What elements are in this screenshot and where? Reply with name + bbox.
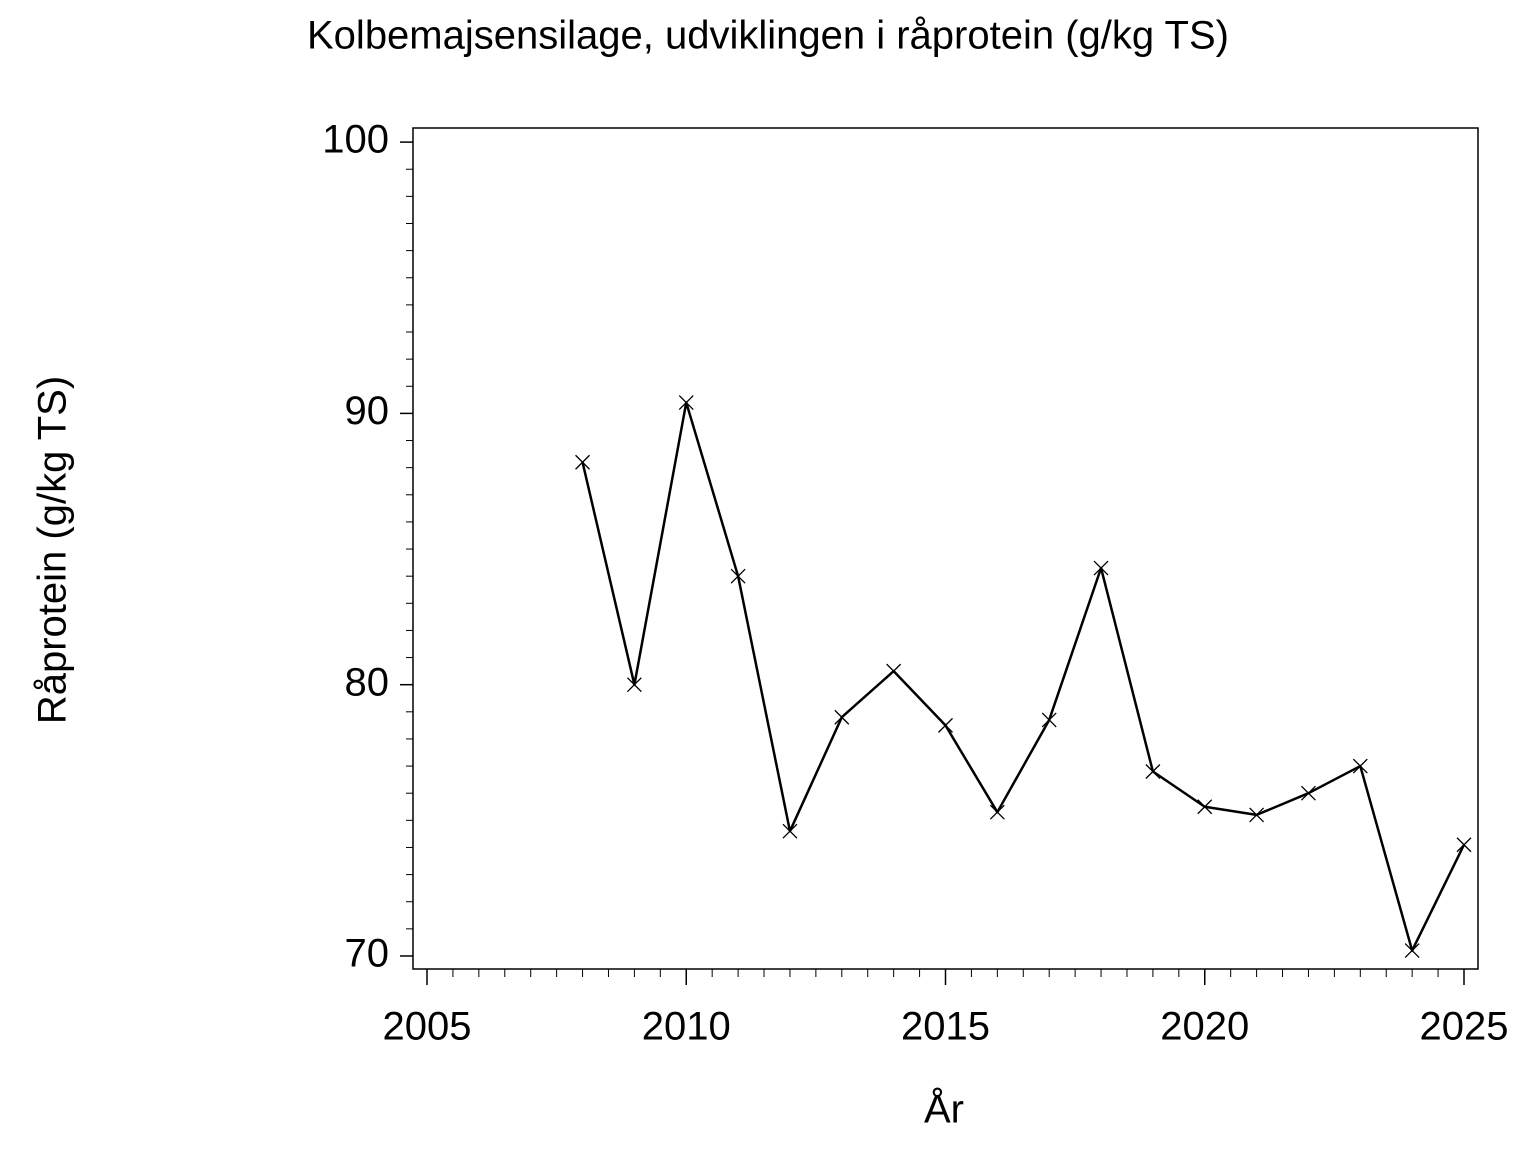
data-point [575, 454, 591, 470]
data-point [1456, 837, 1472, 853]
x-tick-label: 2005 [383, 1005, 472, 1049]
data-point [834, 709, 850, 725]
y-tick-label: 80 [345, 660, 390, 704]
y-axis-label: Råprotein (g/kg TS) [31, 376, 75, 724]
data-point [886, 663, 902, 679]
data-point [1197, 799, 1213, 815]
data-point [1249, 807, 1265, 823]
x-tick-label: 2025 [1420, 1005, 1509, 1049]
data-point [1300, 785, 1316, 801]
data-point [1404, 943, 1420, 959]
data-point [1145, 764, 1161, 779]
x-tick-label: 2020 [1160, 1005, 1249, 1049]
x-axis-label: År [924, 1087, 964, 1132]
data-point [678, 395, 694, 411]
x-tick-label: 2015 [901, 1005, 990, 1049]
data-point [730, 568, 746, 584]
y-tick-label: 70 [345, 932, 390, 976]
y-tick-label: 90 [345, 389, 390, 433]
data-point [1041, 712, 1057, 728]
data-point [938, 717, 953, 733]
data-point [1352, 758, 1368, 774]
y-tick-label: 100 [322, 118, 389, 162]
data-point [1093, 560, 1109, 576]
data-point [989, 804, 1005, 820]
data-point [782, 823, 798, 839]
x-tick-label: 2010 [642, 1005, 731, 1049]
plot-frame [412, 127, 1479, 970]
data-line [581, 401, 1466, 952]
chart-title: Kolbemajsensilage, udviklingen i råprote… [307, 14, 1229, 58]
data-point [626, 677, 642, 693]
